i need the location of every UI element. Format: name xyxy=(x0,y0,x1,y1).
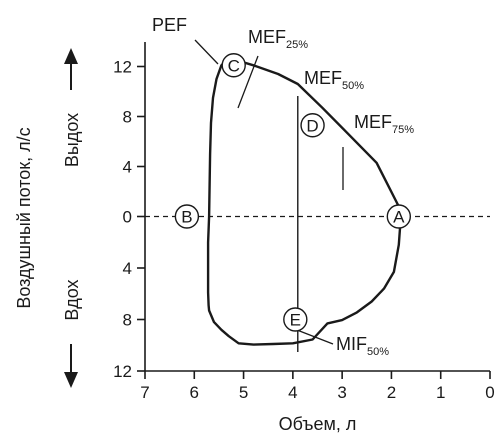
x-tick-label: 7 xyxy=(140,383,149,402)
x-tick-label: 3 xyxy=(337,383,346,402)
pef-leader xyxy=(194,39,219,65)
annotation-main: MEF xyxy=(354,112,392,132)
y-tick-label: 12 xyxy=(113,362,132,381)
x-axis-label: Объем, л xyxy=(279,414,357,434)
point-a-circle xyxy=(386,204,412,229)
y-tick-label: 8 xyxy=(123,108,132,127)
annotation-main: PEF xyxy=(152,15,187,35)
x-tick-label: 0 xyxy=(485,383,494,402)
point-e-label: E xyxy=(290,311,301,330)
y-tick-label: 12 xyxy=(113,58,132,77)
point-d-circle xyxy=(300,113,325,138)
inspiration-arrow-head xyxy=(64,372,78,388)
x-tick-label: 1 xyxy=(436,383,445,402)
annotation-main: MEF xyxy=(248,27,286,47)
expiration-label: Выдох xyxy=(62,113,82,167)
y-axis-label: Воздушный поток, л/с xyxy=(14,127,34,308)
point-d-label: D xyxy=(306,116,318,135)
annotation-main: MEF xyxy=(304,68,342,88)
y-tick-label: 4 xyxy=(123,158,132,177)
annotation-subscript: 50% xyxy=(342,80,364,92)
y-tick-label: 4 xyxy=(123,259,132,278)
flow-volume-loop xyxy=(206,56,403,346)
mef25-label: MEF25% xyxy=(248,27,308,51)
inspiration-label: Вдох xyxy=(62,279,82,320)
mif50-label: MIF50% xyxy=(336,334,389,358)
point-b-circle xyxy=(174,204,200,229)
expiration-arrow-head xyxy=(64,48,78,64)
point-b-label: B xyxy=(181,208,192,227)
pef-label: PEF xyxy=(152,15,187,35)
annotation-main: MIF xyxy=(336,334,367,354)
mef25-marker xyxy=(237,55,259,109)
annotation-subscript: 75% xyxy=(392,124,414,136)
annotation-subscript: 50% xyxy=(367,346,389,358)
point-a-label: A xyxy=(393,208,405,227)
mef75-label: MEF75% xyxy=(354,112,414,136)
point-c-label: C xyxy=(228,56,240,75)
x-tick-label: 6 xyxy=(190,383,199,402)
point-c-circle xyxy=(221,53,246,78)
mef50-label: MEF50% xyxy=(304,68,364,92)
mif50-leader xyxy=(296,329,334,345)
annotation-subscript: 25% xyxy=(286,39,308,51)
x-tick-label: 2 xyxy=(387,383,396,402)
x-tick-label: 4 xyxy=(288,383,297,402)
x-tick-label: 5 xyxy=(239,383,248,402)
point-e-circle xyxy=(283,307,308,332)
y-tick-label: 0 xyxy=(123,208,132,227)
y-tick-label: 8 xyxy=(123,311,132,330)
